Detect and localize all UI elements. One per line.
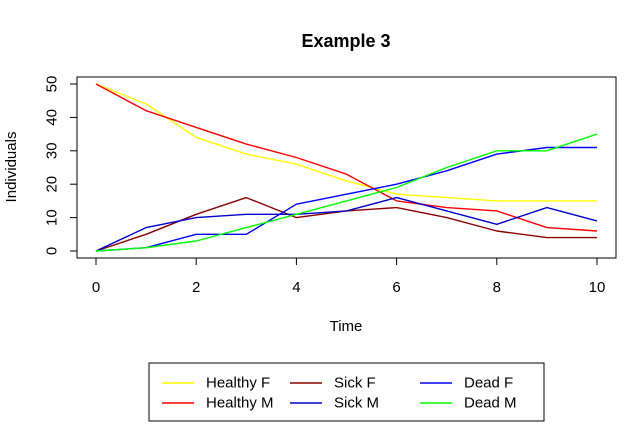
- series-line-sick-f: [95, 196, 597, 252]
- x-tick-label: 10: [589, 279, 606, 296]
- y-tick-label: 20: [44, 176, 61, 193]
- series-line-dead-f: [95, 146, 597, 252]
- y-tick-label: 30: [44, 142, 61, 159]
- y-tick-label: 40: [44, 109, 61, 126]
- legend-label-healthy-f: Healthy F: [206, 375, 270, 392]
- x-tick-label: 6: [392, 279, 400, 296]
- legend-label-dead-f: Dead F: [464, 375, 513, 392]
- series-line-healthy-f: [95, 83, 597, 202]
- x-tick-label: 2: [192, 279, 200, 296]
- series-line-sick-m: [95, 196, 598, 252]
- y-tick-label: 10: [44, 209, 61, 226]
- legend-label-sick-m: Sick M: [334, 395, 379, 412]
- x-tick-label: 0: [92, 279, 100, 296]
- series-line-dead-m: [95, 133, 598, 252]
- plot-frame: [76, 76, 617, 259]
- x-tick-label: 4: [292, 279, 300, 296]
- y-tick-label: 0: [44, 247, 61, 255]
- legend-label-dead-m: Dead M: [464, 395, 517, 412]
- x-tick-label: 8: [493, 279, 501, 296]
- legend: Healthy F Sick F Dead F Healthy M Sick M Dead…: [162, 375, 517, 412]
- axes: 0 2 4 6 8 10 0 10 20 30 40 50: [44, 76, 606, 296]
- legend-box: [148, 362, 545, 422]
- legend-label-healthy-m: Healthy M: [206, 395, 274, 412]
- y-axis-label: Individuals: [3, 132, 20, 203]
- x-axis-label: Time: [330, 318, 363, 335]
- series-line-healthy-m: [95, 83, 598, 232]
- y-tick-label: 50: [44, 76, 61, 93]
- chart-title: Example 3: [301, 31, 390, 51]
- series-lines: [95, 83, 598, 252]
- legend-label-sick-f: Sick F: [334, 375, 376, 392]
